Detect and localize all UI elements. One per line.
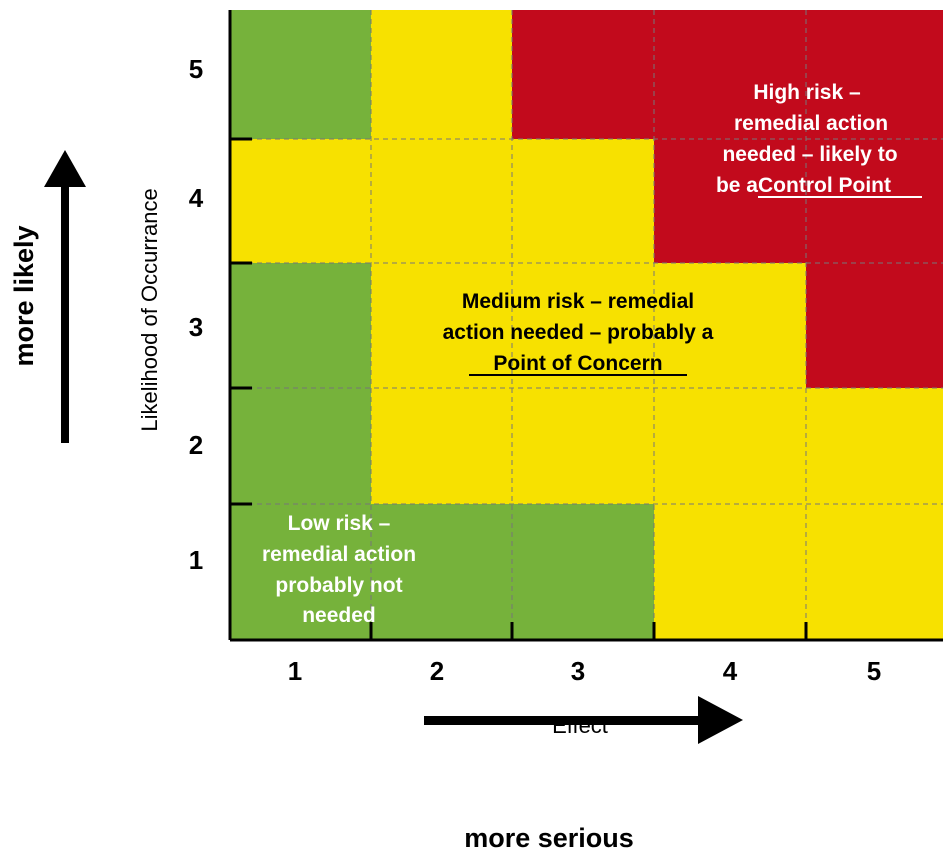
cell-likelihood-2-effect-3	[512, 388, 654, 504]
more-serious-arrow-shaft	[424, 716, 702, 725]
y-tick-label-5: 5	[189, 54, 203, 84]
annotation-low-line-4: needed	[302, 604, 376, 627]
axes	[228, 10, 943, 642]
x-tick-label-2: 2	[430, 656, 444, 686]
cell-likelihood-4-effect-5	[806, 139, 943, 263]
more-likely-label: more likely	[9, 225, 39, 366]
grid-lines	[230, 10, 943, 640]
cell-likelihood-3-effect-3	[512, 263, 654, 388]
more-serious-arrow	[424, 696, 743, 744]
cell-likelihood-1-effect-2	[371, 504, 512, 640]
annotation-high-line-3: needed – likely to	[722, 143, 897, 166]
y-tick-label-3: 3	[189, 312, 203, 342]
more-likely-arrow-shaft	[61, 185, 69, 443]
cell-likelihood-4-effect-3	[512, 139, 654, 263]
x-tick-label-3: 3	[571, 656, 585, 686]
annotation-medium: Medium risk – remedial action needed – p…	[443, 290, 714, 376]
annotation-medium-emphasis: Point of Concern	[493, 352, 662, 375]
y-axis-title: Likelihood of Occurrance	[137, 188, 162, 431]
cell-likelihood-1-effect-5	[806, 504, 943, 640]
annotation-medium-line-2: action needed – probably a	[443, 321, 714, 344]
cell-likelihood-5-effect-4	[654, 10, 806, 139]
annotation-low: Low risk – remedial action probably not …	[262, 512, 416, 627]
cell-likelihood-4-effect-2	[371, 139, 512, 263]
y-tick-label-1: 1	[189, 545, 203, 575]
cell-likelihood-1-effect-4	[654, 504, 806, 640]
cell-likelihood-5-effect-1	[230, 10, 371, 139]
cell-likelihood-1-effect-3	[512, 504, 654, 640]
annotation-low-line-1: Low risk –	[288, 512, 391, 535]
cell-likelihood-3-effect-4	[654, 263, 806, 388]
risk-cells	[230, 10, 943, 640]
annotation-low-line-2: remedial action	[262, 543, 416, 566]
cell-likelihood-3-effect-5	[806, 263, 943, 388]
cell-likelihood-2-effect-5	[806, 388, 943, 504]
cell-likelihood-4-effect-4	[654, 139, 806, 263]
cell-likelihood-4-effect-1	[230, 139, 371, 263]
y-tick-label-2: 2	[189, 430, 203, 460]
cell-likelihood-2-effect-2	[371, 388, 512, 504]
more-likely-arrow-head	[44, 150, 86, 187]
annotation-low-line-3: probably not	[275, 574, 402, 597]
cell-likelihood-5-effect-2	[371, 10, 512, 139]
annotation-high-line-4: be a	[716, 174, 758, 197]
cell-likelihood-2-effect-4	[654, 388, 806, 504]
cell-likelihood-2-effect-1	[230, 388, 371, 504]
more-serious-label: more serious	[464, 823, 634, 853]
more-likely-arrow	[44, 150, 86, 443]
annotation-high: High risk – remedial action needed – lik…	[716, 81, 922, 198]
x-tick-label-4: 4	[723, 656, 738, 686]
more-serious-arrow-head	[698, 696, 743, 744]
cell-likelihood-5-effect-5	[806, 10, 943, 139]
annotation-high-emphasis: Control Point	[758, 174, 891, 197]
y-tick-label-4: 4	[189, 183, 204, 213]
x-tick-label-1: 1	[288, 656, 302, 686]
cell-likelihood-3-effect-1	[230, 263, 371, 388]
cell-likelihood-5-effect-3	[512, 10, 654, 139]
cell-likelihood-1-effect-1	[230, 504, 371, 640]
annotation-high-line-1: High risk –	[753, 81, 861, 104]
ticks: 1 2 3 4 5 1 2 3 4 5	[189, 54, 881, 686]
x-tick-label-5: 5	[867, 656, 881, 686]
annotation-medium-line-1: Medium risk – remedial	[462, 290, 694, 313]
annotation-high-line-2: remedial action	[734, 112, 888, 135]
cell-likelihood-3-effect-2	[371, 263, 512, 388]
